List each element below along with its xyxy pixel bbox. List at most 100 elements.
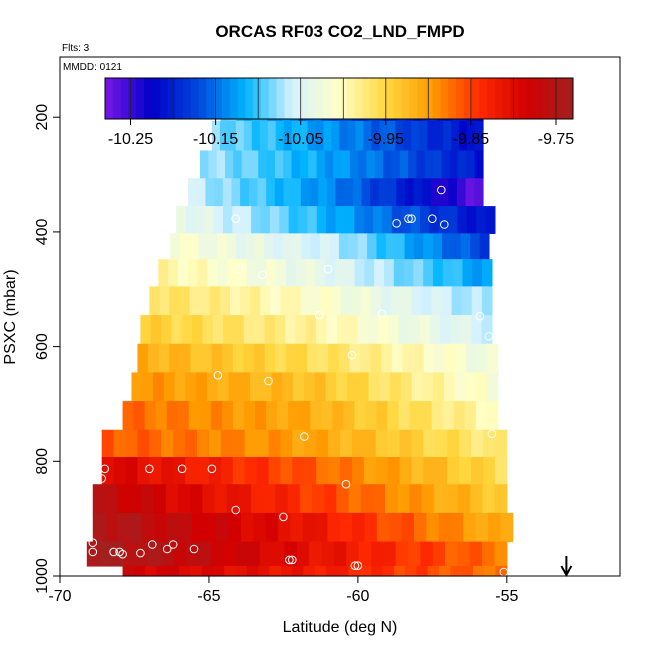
heatmap-cell [246, 259, 258, 287]
colorbar-segment [136, 78, 145, 119]
heatmap-cell [387, 178, 397, 207]
heatmap-cell [487, 343, 499, 374]
heatmap-cell [266, 401, 278, 431]
heatmap-cell [240, 286, 251, 316]
heatmap-cell [220, 457, 234, 485]
heatmap-cell [396, 178, 406, 207]
heatmap-cell [476, 343, 488, 374]
heatmap-cell [268, 457, 282, 485]
heatmap-cell [411, 429, 424, 458]
heatmap-cell [196, 372, 208, 402]
heatmap-cell [264, 343, 276, 374]
heatmap-cell [222, 541, 236, 567]
heatmap-cell [481, 286, 493, 316]
heatmap-cell [250, 372, 262, 402]
heatmap-cell [326, 178, 337, 207]
heatmap-cell [161, 429, 174, 458]
heatmap-cell [378, 315, 390, 345]
colorbar-segment [151, 78, 160, 119]
observation-point [428, 214, 437, 223]
heatmap-cell [374, 259, 385, 287]
heatmap-cell [403, 259, 415, 287]
heatmap-cell [358, 541, 372, 567]
colorbar-segment [198, 78, 207, 119]
heatmap-cell [398, 315, 410, 345]
heatmap-cell [346, 541, 360, 567]
observation-point [145, 464, 154, 474]
heatmap-cell [274, 178, 285, 207]
colorbar-segment [105, 78, 114, 119]
colorbar-segment [479, 78, 488, 119]
heatmap-cell [251, 120, 261, 152]
heatmap-cell [444, 343, 457, 374]
heatmap-cell [196, 178, 207, 207]
heatmap-cell [177, 259, 189, 287]
observation-point [189, 544, 199, 554]
colorbar-segment [471, 78, 480, 119]
heatmap-cell [442, 401, 455, 431]
observation-point [88, 547, 98, 557]
heatmap-cell [328, 429, 341, 458]
colorbar-segment [495, 78, 504, 119]
heatmap-cell [224, 150, 234, 179]
heatmap-cell [235, 565, 248, 577]
heatmap-cell [443, 120, 452, 152]
heatmap-cell [375, 457, 389, 485]
colorbar-segment [354, 78, 363, 119]
heatmap-cell [471, 286, 483, 316]
heatmap-cell [472, 565, 485, 577]
heatmap-cell [293, 372, 305, 402]
heatmap-cell [310, 233, 321, 260]
observation-point [487, 429, 497, 439]
observation-point [258, 270, 267, 280]
heatmap-cell [471, 315, 483, 345]
observation-point [162, 544, 172, 554]
heatmap-cell [482, 259, 493, 287]
heatmap-cell [241, 512, 254, 543]
heatmap-cell [259, 120, 269, 152]
heatmap-cell [309, 541, 323, 567]
heatmap-cell [299, 150, 309, 179]
heatmap-cell [348, 484, 362, 514]
colorbar-segment [362, 78, 371, 119]
heatmap-cell [241, 150, 251, 179]
colorbar-segment [534, 78, 543, 119]
colorbar-segment [549, 78, 558, 119]
heatmap-cell [192, 315, 204, 345]
heatmap-cell [290, 286, 302, 316]
heatmap-cell [448, 206, 458, 234]
colorbar-segment [456, 78, 465, 119]
heatmap-cell [251, 206, 262, 234]
heatmap-cell [207, 233, 218, 260]
heatmap-cell [494, 484, 508, 514]
heatmap-cell [476, 372, 488, 402]
heatmap-cell [258, 565, 271, 577]
y-tick-label: 1000 [34, 558, 51, 594]
heatmap-cell [210, 401, 223, 431]
heatmap-cell [391, 150, 401, 179]
heatmap-cell [217, 372, 230, 402]
heatmap-cell [423, 233, 434, 260]
heatmap-cell [434, 343, 446, 374]
heatmap-cell [236, 259, 248, 287]
heatmap-cell [185, 457, 198, 485]
heatmap-cell [344, 259, 356, 287]
heatmap-cell [411, 457, 424, 485]
colorbar-segment [229, 78, 238, 119]
colorbar-segment [557, 78, 566, 119]
heatmap-cell [142, 512, 156, 543]
colorbar-segment [222, 78, 231, 119]
heatmap-cell [419, 206, 430, 234]
observation-point [231, 214, 240, 223]
heatmap-cell [442, 233, 453, 260]
heatmap-cell [402, 343, 414, 374]
heatmap-cell [336, 484, 350, 514]
heatmap-cell [201, 343, 213, 374]
heatmap-cell [320, 233, 331, 260]
heatmap-cell [381, 343, 393, 374]
heatmap-cell [133, 565, 146, 577]
heatmap-cell [367, 233, 378, 260]
heatmap-cell [336, 372, 348, 402]
heatmap-cell [338, 233, 349, 260]
heatmap-cell [200, 150, 209, 179]
